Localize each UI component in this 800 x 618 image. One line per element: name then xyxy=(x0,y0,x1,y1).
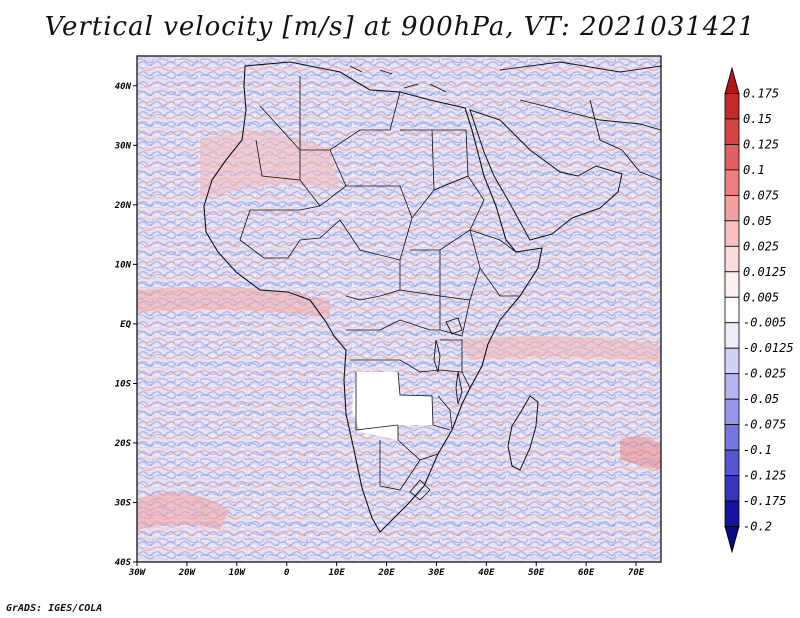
lon-label: 20W xyxy=(178,568,197,578)
colorbar-label: -0.075 xyxy=(743,418,786,432)
colorbar-segment xyxy=(724,526,740,554)
colorbar-segment xyxy=(724,194,740,222)
lon-label: 20E xyxy=(377,568,395,578)
colorbar-segment xyxy=(724,296,740,324)
colorbar-segment xyxy=(724,373,740,400)
lake-victoria xyxy=(445,317,463,335)
colorbar-segment xyxy=(724,347,740,375)
madagascar xyxy=(507,395,539,471)
colorbar-label: -0.1 xyxy=(743,443,772,457)
country-borders xyxy=(239,76,520,501)
colorbar-label: 0.025 xyxy=(743,239,779,253)
longitude-axis: 30W 20W 10W 0 10E 20E 30E 40E 50E 60E 70E xyxy=(128,562,645,578)
grads-credit: GrADS: IGES/COLA xyxy=(6,603,103,614)
colorbar-label: -0.125 xyxy=(743,469,786,483)
colorbar-label: 0.075 xyxy=(743,188,779,202)
lon-label: 30E xyxy=(427,568,445,578)
colorbar-label: -0.0125 xyxy=(743,341,794,355)
colorbar-segment xyxy=(724,245,740,273)
colorbar-segment xyxy=(724,144,740,171)
colorbar-segment xyxy=(724,118,740,145)
africa-coastline xyxy=(203,61,543,533)
colorbar-label: -0.005 xyxy=(743,316,786,330)
colorbar-label: 0.0125 xyxy=(743,265,786,279)
lat-label: 30S xyxy=(114,498,132,508)
lon-label: 10E xyxy=(328,568,345,578)
lat-label: 40S xyxy=(115,558,132,568)
lon-label: 50E xyxy=(528,568,545,578)
colorbar-label: -0.2 xyxy=(743,520,772,534)
colorbar-label: 0.1 xyxy=(743,163,765,177)
colorbar-label: 0.15 xyxy=(743,112,772,126)
colorbar-label: -0.025 xyxy=(743,367,786,381)
lon-label: 0 xyxy=(284,568,290,578)
map-frame xyxy=(136,55,662,563)
colorbar-label: -0.05 xyxy=(743,392,779,406)
lon-label: 30W xyxy=(128,568,147,578)
lake-malawi xyxy=(455,371,463,405)
lat-label: 20S xyxy=(114,439,132,449)
lat-label: 30N xyxy=(114,141,132,151)
colorbar-segment xyxy=(724,322,740,349)
colorbar-segment xyxy=(724,475,740,502)
colorbar-label: 0.005 xyxy=(743,290,779,304)
colorbar-segment xyxy=(724,449,740,476)
latitude-axis: 40N 30N 20N 10N EQ 10S 20S 30S 40S xyxy=(114,82,137,568)
lat-label: 20N xyxy=(114,201,132,211)
colorbar-segment xyxy=(724,220,740,247)
colorbar-segment xyxy=(724,398,740,426)
lat-label: 40N xyxy=(115,82,132,92)
colorbar-segment xyxy=(724,66,740,94)
lat-label: 10S xyxy=(115,379,132,389)
colorbar-segment xyxy=(724,169,740,196)
lon-label: 10W xyxy=(229,568,247,578)
lat-label: 10N xyxy=(115,260,132,270)
ascent-zones xyxy=(137,132,661,530)
colorbar: 0.175 0.15 0.125 0.1 0.075 0.05 0.025 0.0125 0.0… xyxy=(724,66,794,554)
colorbar-label: 0.05 xyxy=(743,214,772,228)
lon-label: 70E xyxy=(628,568,645,578)
lake-tanganyika xyxy=(433,339,441,373)
lon-label: 40E xyxy=(478,568,495,578)
colorbar-label: 0.175 xyxy=(743,86,779,100)
colorbar-segment xyxy=(724,93,740,120)
colorbar-segment xyxy=(724,500,740,527)
colorbar-label: 0.125 xyxy=(743,137,779,151)
map-title: Vertical velocity [m/s] at 900hPa, VT: 2… xyxy=(44,12,756,42)
arabia-coastline xyxy=(469,109,623,241)
colorbar-label: -0.175 xyxy=(743,494,786,508)
colorbar-segment xyxy=(724,271,740,298)
lon-label: 60E xyxy=(578,568,595,578)
colorbar-segment xyxy=(724,424,740,451)
near-zero-region xyxy=(352,372,433,440)
lat-label: EQ xyxy=(120,320,131,330)
